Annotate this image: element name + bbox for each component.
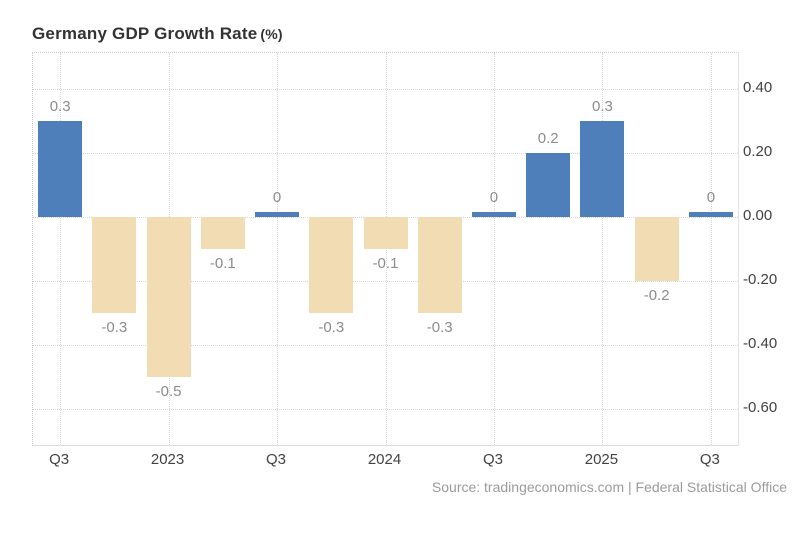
chart-title-unit: (%) [260, 26, 283, 42]
bar-q2-2023[interactable] [200, 217, 245, 249]
x-axis-tick-label: Q3 [266, 451, 287, 468]
x-axis-tick-label: 2025 [584, 451, 619, 468]
bar-q3-2025[interactable] [688, 212, 733, 217]
bar-value-label: 0 [272, 189, 282, 206]
x-axis-tick-label: Q3 [699, 451, 720, 468]
bar-value-label: -0.5 [155, 383, 182, 400]
x-axis-tick-label: 2024 [367, 451, 402, 468]
bar-value-label: -0.3 [318, 319, 345, 336]
gridline-vertical [277, 53, 279, 445]
bar-value-label: 0 [706, 189, 716, 206]
y-axis-tick-label: -0.60 [743, 399, 778, 416]
x-axis-tick-label: Q3 [49, 451, 70, 468]
gridline-vertical [710, 53, 712, 445]
y-axis-tick-label: -0.20 [743, 271, 778, 288]
y-axis-tick-label: 0.40 [743, 79, 773, 96]
bar-q4-2023[interactable] [309, 217, 354, 313]
bar-q2-2025[interactable] [634, 217, 679, 281]
bar-value-label: 0.3 [591, 98, 613, 115]
gridline-vertical [385, 53, 387, 445]
bar-value-label: 0.3 [49, 98, 71, 115]
gridline-vertical [602, 53, 604, 445]
bar-q1-2023[interactable] [146, 217, 191, 377]
bar-value-label: -0.2 [643, 287, 670, 304]
y-axis-tick-label: -0.40 [743, 335, 778, 352]
y-axis-tick-label: 0.00 [743, 207, 773, 224]
source-attribution: Source: tradingeconomics.com | Federal S… [431, 479, 787, 495]
bar-q1-2025[interactable] [580, 121, 625, 217]
bar-q3-2024[interactable] [471, 212, 516, 217]
bar-q3-2022[interactable] [38, 121, 83, 217]
chart-title-text: Germany GDP Growth Rate [32, 24, 258, 43]
bar-value-label: 0 [489, 189, 499, 206]
bar-q4-2022[interactable] [92, 217, 137, 313]
bar-q3-2023[interactable] [255, 212, 300, 217]
bar-q4-2024[interactable] [526, 153, 571, 217]
bar-value-label: 0.2 [537, 130, 559, 147]
bar-value-label: -0.1 [372, 255, 399, 272]
bar-value-label: -0.1 [209, 255, 236, 272]
plot-area: 0.3 -0.3 -0.5 -0.1 0 -0.3 -0.1 -0.3 0 0.2 0.3 -0.2 0 [32, 52, 739, 446]
bar-q1-2024[interactable] [363, 217, 408, 249]
chart-title: Germany GDP Growth Rate (%) [32, 24, 283, 44]
bar-value-label: -0.3 [101, 319, 128, 336]
bar-value-label: -0.3 [426, 319, 453, 336]
x-axis-tick-label: Q3 [482, 451, 503, 468]
y-axis-tick-label: 0.20 [743, 143, 773, 160]
gridline-vertical [493, 53, 495, 445]
x-axis-tick-label: 2023 [150, 451, 185, 468]
gridline-vertical [60, 53, 62, 445]
bar-q2-2024[interactable] [417, 217, 462, 313]
